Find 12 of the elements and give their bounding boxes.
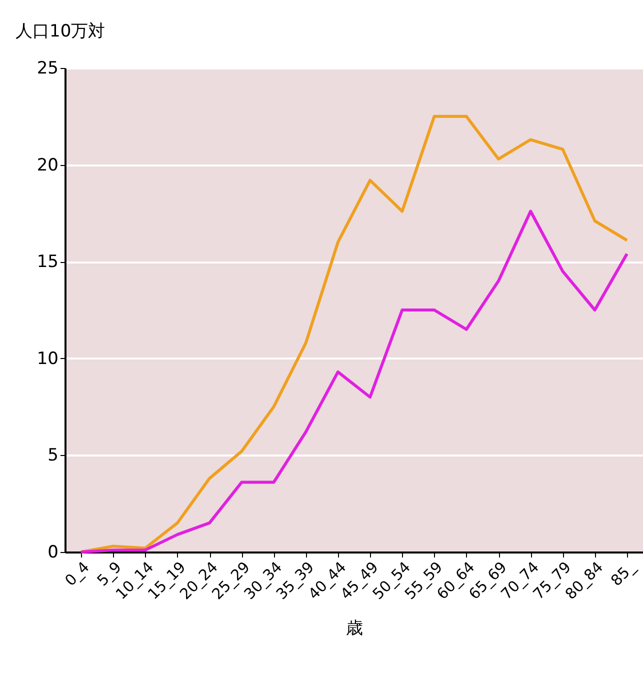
y-tick-label: 0 xyxy=(48,542,58,562)
line-series xyxy=(80,114,628,554)
y-tick-label: 15 xyxy=(36,252,58,272)
y-tick-label: 20 xyxy=(36,155,58,176)
y-tick-label: 10 xyxy=(36,348,58,369)
line-series xyxy=(80,210,628,554)
y-tick-label: 25 xyxy=(36,58,58,78)
x-axis-title: 歳 xyxy=(346,618,363,638)
y-axis-title: 人口10万対 xyxy=(16,22,106,42)
x-tick-label: 0_4 xyxy=(61,558,93,590)
y-tick-label: 5 xyxy=(48,446,58,466)
x-tick-label: 85_ xyxy=(607,558,640,590)
